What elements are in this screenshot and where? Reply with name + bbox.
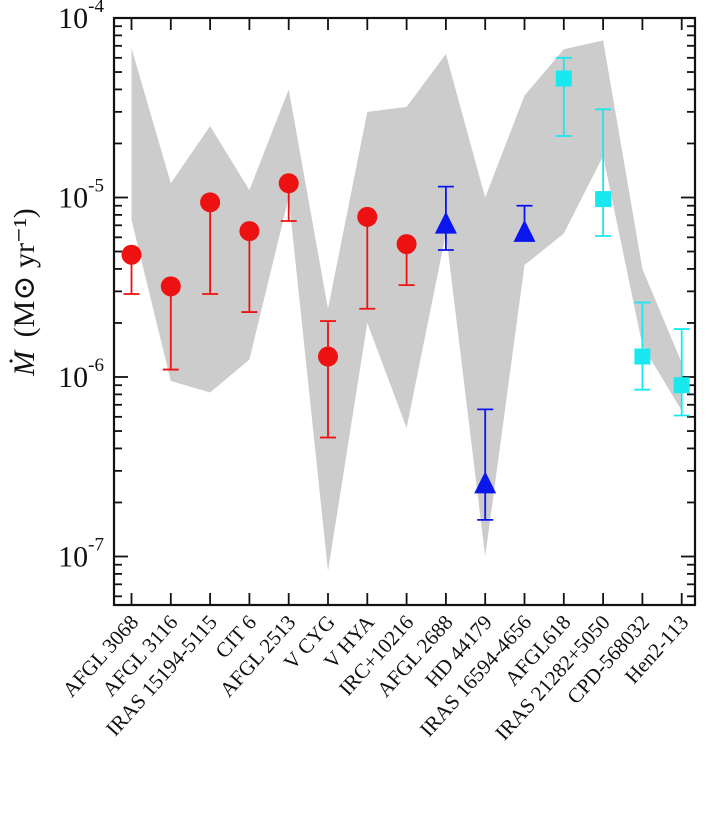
- circle-marker: [239, 221, 260, 242]
- y-tick-base: 10: [58, 182, 88, 215]
- triangle-marker: [434, 211, 457, 234]
- circle-marker: [278, 173, 299, 194]
- y-tick-labels: 10-710-610-510-4: [58, 0, 104, 574]
- y-tick-label: 10-7: [58, 535, 104, 574]
- y-axis-units: (M⊙ yr⁻¹): [8, 208, 41, 337]
- circle-marker: [396, 234, 417, 255]
- y-axis-title: Ṁ (M⊙ yr⁻¹): [8, 208, 41, 377]
- y-tick-label: 10-4: [58, 0, 104, 35]
- triangle-marker: [474, 471, 497, 494]
- y-tick-base: 10: [58, 2, 88, 35]
- y-tick-exponent: -4: [88, 0, 104, 17]
- data-markers: [121, 70, 690, 494]
- y-tick-exponent: -6: [88, 355, 104, 376]
- square-marker: [634, 348, 651, 365]
- y-tick-exponent: -7: [88, 535, 104, 556]
- y-tick-base: 10: [58, 361, 88, 394]
- y-tick-label: 10-5: [58, 176, 104, 215]
- plot-border: [112, 16, 697, 607]
- y-axis-label: Ṁ (M⊙ yr⁻¹): [8, 208, 41, 377]
- triangle-marker: [513, 219, 536, 242]
- plot-frame: [112, 16, 697, 607]
- circle-marker: [200, 192, 221, 213]
- range-band-polygon: [131, 40, 682, 572]
- square-marker: [555, 70, 572, 87]
- square-marker: [595, 191, 612, 208]
- square-marker: [673, 377, 690, 394]
- y-tick-exponent: -5: [88, 176, 104, 197]
- circle-marker: [121, 244, 142, 265]
- circle-marker: [357, 206, 378, 227]
- mass-loss-range-band: [131, 40, 682, 572]
- circle-marker: [318, 346, 338, 367]
- y-axis-symbol: Ṁ: [8, 349, 41, 377]
- y-tick-label: 10-6: [58, 355, 104, 394]
- y-tick-base: 10: [58, 541, 88, 574]
- circle-marker: [160, 276, 181, 297]
